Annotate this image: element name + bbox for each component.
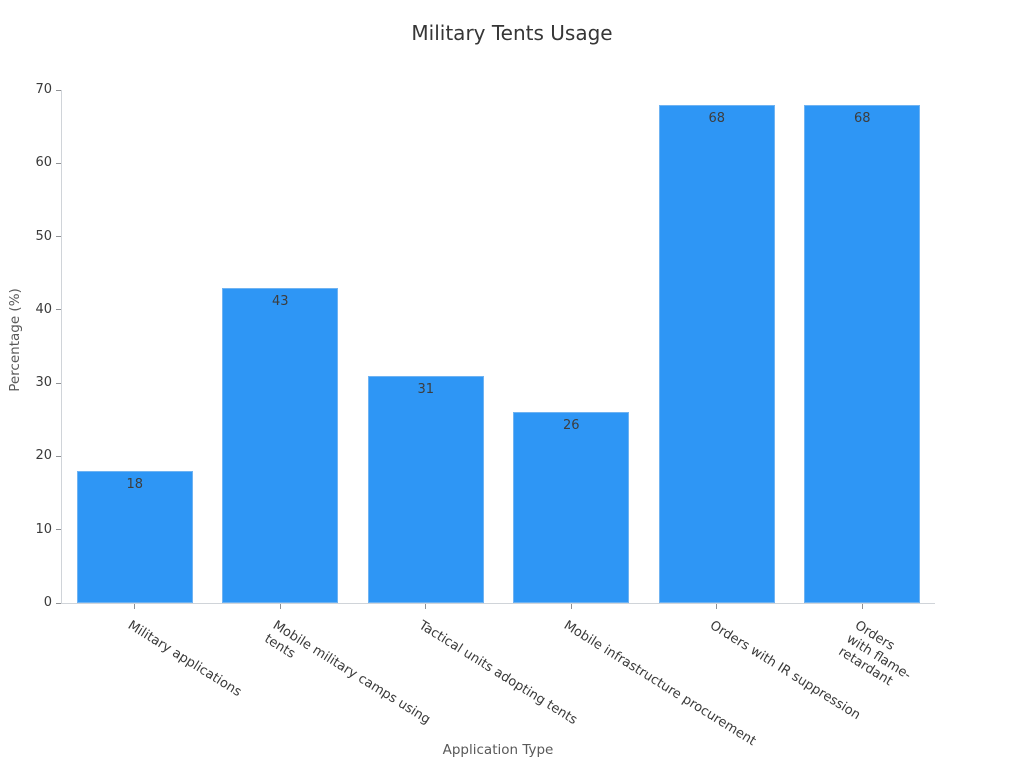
y-tick-label: 40 [35, 301, 52, 317]
bar: 68 [658, 104, 775, 603]
bar: 68 [804, 104, 921, 603]
y-tick-mark [56, 89, 61, 91]
bar: 26 [513, 412, 630, 603]
bar: 18 [76, 471, 193, 603]
bar-value-label: 68 [853, 110, 871, 126]
y-tick-mark [56, 309, 61, 311]
bar: 43 [222, 287, 339, 603]
y-tick-label: 20 [35, 448, 52, 464]
y-tick-label: 10 [35, 521, 52, 537]
y-tick-mark [56, 382, 61, 384]
y-tick-label: 0 [43, 595, 52, 610]
x-tick-label: Military applications [124, 618, 244, 701]
bar: 31 [367, 375, 484, 603]
y-tick-mark [56, 236, 61, 238]
x-tick-label: Orders with flame-retardant [835, 618, 915, 690]
bar-value-label: 43 [271, 293, 289, 309]
x-tick-label: Orders with IR suppression [706, 618, 863, 724]
x-tick-mark [570, 604, 572, 609]
bar-value-label: 18 [126, 477, 144, 493]
bar-value-label: 31 [417, 381, 435, 397]
bar-value-label: 68 [708, 110, 726, 126]
x-axis-title: Application Type [442, 742, 554, 758]
plot-area: 0 10 20 30 40 50 60 70 18 43 31 26 68 68 Military ap… [35, 82, 935, 749]
x-tick-mark [716, 604, 718, 609]
x-tick-mark [134, 604, 136, 609]
bar-value-label: 26 [562, 418, 580, 434]
x-tick-label: Mobile military camps using tents [262, 618, 434, 728]
x-tick-mark [425, 604, 427, 609]
chart-title: Military Tents Usage [411, 21, 613, 45]
y-tick-mark [56, 602, 61, 604]
y-tick-label: 60 [35, 155, 52, 171]
y-tick-mark [56, 455, 61, 457]
y-axis-line [61, 90, 62, 604]
y-tick-label: 70 [35, 82, 52, 97]
y-tick-mark [56, 529, 61, 531]
x-axis-line [61, 603, 935, 604]
x-tick-mark [861, 604, 863, 609]
x-tick-label: Tactical units adopting tents [415, 618, 580, 728]
x-tick-mark [279, 604, 281, 609]
y-tick-label: 50 [35, 228, 52, 244]
y-tick-label: 30 [35, 375, 52, 391]
y-tick-mark [56, 162, 61, 164]
